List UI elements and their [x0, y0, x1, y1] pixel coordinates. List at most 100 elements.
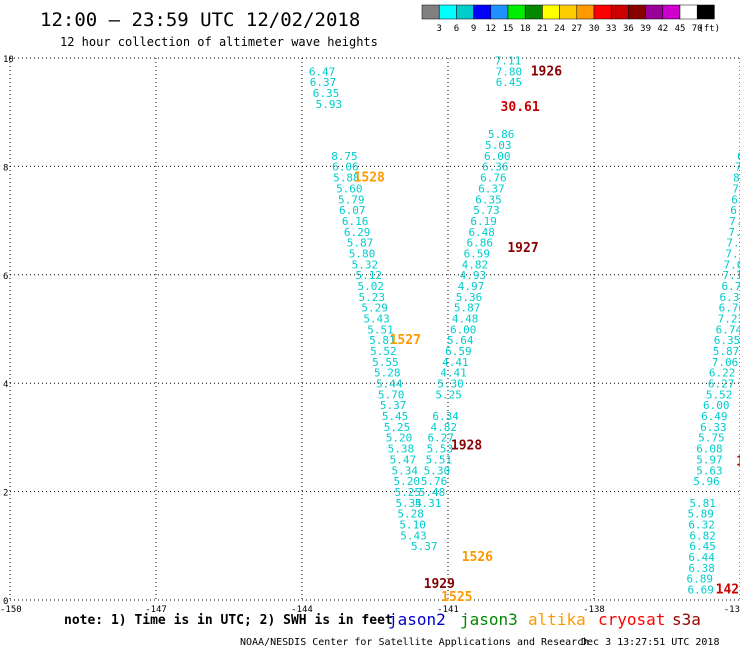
wave-height-label: 5.73 — [473, 204, 500, 217]
wave-height-label: 6.06 — [332, 161, 359, 174]
wave-height-label: 5.30 — [437, 378, 464, 391]
wave-height-label: 6.32 — [688, 518, 715, 531]
wave-height-label: 6.59 — [464, 247, 491, 260]
wave-height-label: 5.34 — [395, 497, 422, 510]
wave-height-label: 5.34 — [392, 464, 419, 477]
colorbar-swatch — [628, 4, 646, 20]
y-tick-label: 2 — [3, 489, 8, 499]
time-annotation: 1526 — [462, 550, 493, 565]
wave-height-label: 5.25 — [394, 486, 421, 499]
wave-height-label: 6.45 — [496, 76, 523, 89]
colorbar-label: 12 — [485, 24, 496, 34]
wave-height-label: 5.53 — [427, 443, 454, 456]
colorbar-swatch — [576, 4, 595, 20]
colorbar-label: 30 — [589, 24, 600, 34]
wave-height-label: 8.04 — [733, 172, 740, 185]
wave-height-label: 5.70 — [378, 388, 405, 401]
time-annotation: 1929 — [424, 577, 455, 592]
wave-height-label: 6.48 — [468, 226, 495, 239]
footer-timestamp: Dec 3 13:27:51 UTC 2018 — [581, 637, 719, 648]
wave-height-label: 7.17 — [728, 226, 740, 239]
wave-height-label: 6.48 — [730, 204, 740, 217]
colorbar-swatch — [456, 4, 474, 20]
time-annotation: 30.61 — [501, 100, 540, 115]
wave-height-label: 6.22 — [709, 367, 736, 380]
wave-height-label: 5.51 — [426, 453, 453, 466]
wave-height-label: 6.07 — [339, 204, 366, 217]
colorbar-swatch — [490, 4, 509, 20]
wave-height-label: 5.76 — [421, 475, 448, 488]
y-tick-label: 0 — [3, 597, 8, 607]
wave-height-label: 4.41 — [440, 367, 467, 380]
wave-height-label: 5.03 — [485, 139, 512, 152]
wave-height-label: 5.37 — [380, 399, 407, 412]
colorbar-swatch — [610, 4, 629, 20]
wave-height-label: 6.59 — [445, 345, 472, 358]
mission-legend: jason2 jason3 altika cryosat s3a — [388, 610, 701, 629]
wave-height-label: 6.82 — [689, 529, 716, 542]
wave-height-label: 5.45 — [382, 410, 409, 423]
mission-legend-item: cryosat — [598, 610, 665, 629]
colorbar-label: 36 — [623, 24, 634, 34]
wave-height-label: 5.81 — [689, 497, 716, 510]
time-annotation: 1928 — [451, 438, 482, 453]
wave-height-label: 7.11 — [495, 55, 521, 68]
wave-height-label: 6.47 — [309, 65, 336, 78]
colorbar-label: 27 — [571, 24, 582, 34]
colorbar-swatch — [662, 4, 681, 20]
wave-height-label: 5.93 — [316, 98, 343, 111]
x-tick-label: -144 — [291, 605, 313, 615]
wave-height-label: 5.51 — [367, 323, 394, 336]
wave-height-label: 6.89 — [686, 573, 713, 586]
wave-height-label: 5.87 — [347, 237, 374, 250]
wave-height-label: 7.15 — [726, 237, 740, 250]
wave-height-label: 7.20 — [732, 182, 740, 195]
wave-height-label: 6.44 — [688, 551, 715, 564]
time-annotation: 1527 — [390, 333, 421, 348]
colorbar-label: 21 — [537, 24, 548, 34]
wave-height-tracks: 6.476.376.355.938.756.065.885.605.796.07… — [309, 55, 740, 597]
colorbar-label: 33 — [606, 24, 617, 34]
mission-legend-item: jason3 — [460, 610, 518, 629]
wave-height-label: 5.28 — [374, 367, 401, 380]
wave-height-label: 6.27 — [428, 432, 455, 445]
wave-height-label: 6.70 — [719, 302, 740, 315]
colorbar-label: 9 — [471, 24, 476, 34]
wave-height-label: 5.12 — [356, 269, 383, 282]
wave-height-label: 6.19 — [470, 215, 497, 228]
wave-height-label: 6.86 — [466, 237, 493, 250]
wave-height-label: 6.29 — [344, 226, 371, 239]
colorbar-label: 6 — [454, 24, 459, 34]
wave-height-label: 6.8 — [737, 150, 740, 163]
wave-height-label: 6.33 — [700, 421, 727, 434]
wave-height-label: 5.96 — [693, 475, 720, 488]
wave-height-label: 6.69 — [687, 583, 714, 596]
mission-legend-item: s3a — [672, 610, 701, 629]
wave-height-label: 5.02 — [357, 280, 384, 293]
wave-height-label: 5.20 — [393, 475, 420, 488]
wave-height-label: 6.74 — [716, 323, 740, 336]
colorbar-label: 3 — [436, 24, 441, 34]
wave-height-label: 6.00 — [450, 323, 477, 336]
colorbar-swatch — [542, 4, 560, 20]
wave-height-label: 7.80 — [496, 65, 523, 78]
colorbar-swatch — [559, 4, 578, 20]
wave-height-label: 5.47 — [390, 453, 417, 466]
wave-height-label: 6.38 — [688, 562, 715, 575]
footer-note: note: 1) Time is in UTC; 2) SWH is in fe… — [64, 613, 393, 628]
wave-height-label: 4.48 — [452, 312, 479, 325]
x-tick-label: -150 — [0, 605, 22, 615]
wave-height-label: 5.87 — [454, 302, 481, 315]
colorbar-swatch — [473, 4, 492, 20]
wave-height-label: 4.41 — [442, 356, 469, 369]
color-scale-legend: 3 6 9 12 15 18 21 24 27 30 33 36 39 42 45 70(ft) — [421, 4, 720, 34]
wave-height-label: 7.13 — [725, 247, 740, 260]
colorbar-label: 70 — [692, 24, 703, 34]
wave-height-label: 5.87 — [713, 345, 740, 358]
colorbar-label: 15 — [503, 24, 514, 34]
time-annotation: 1927 — [507, 241, 538, 256]
y-tick-label: 8 — [3, 163, 8, 173]
